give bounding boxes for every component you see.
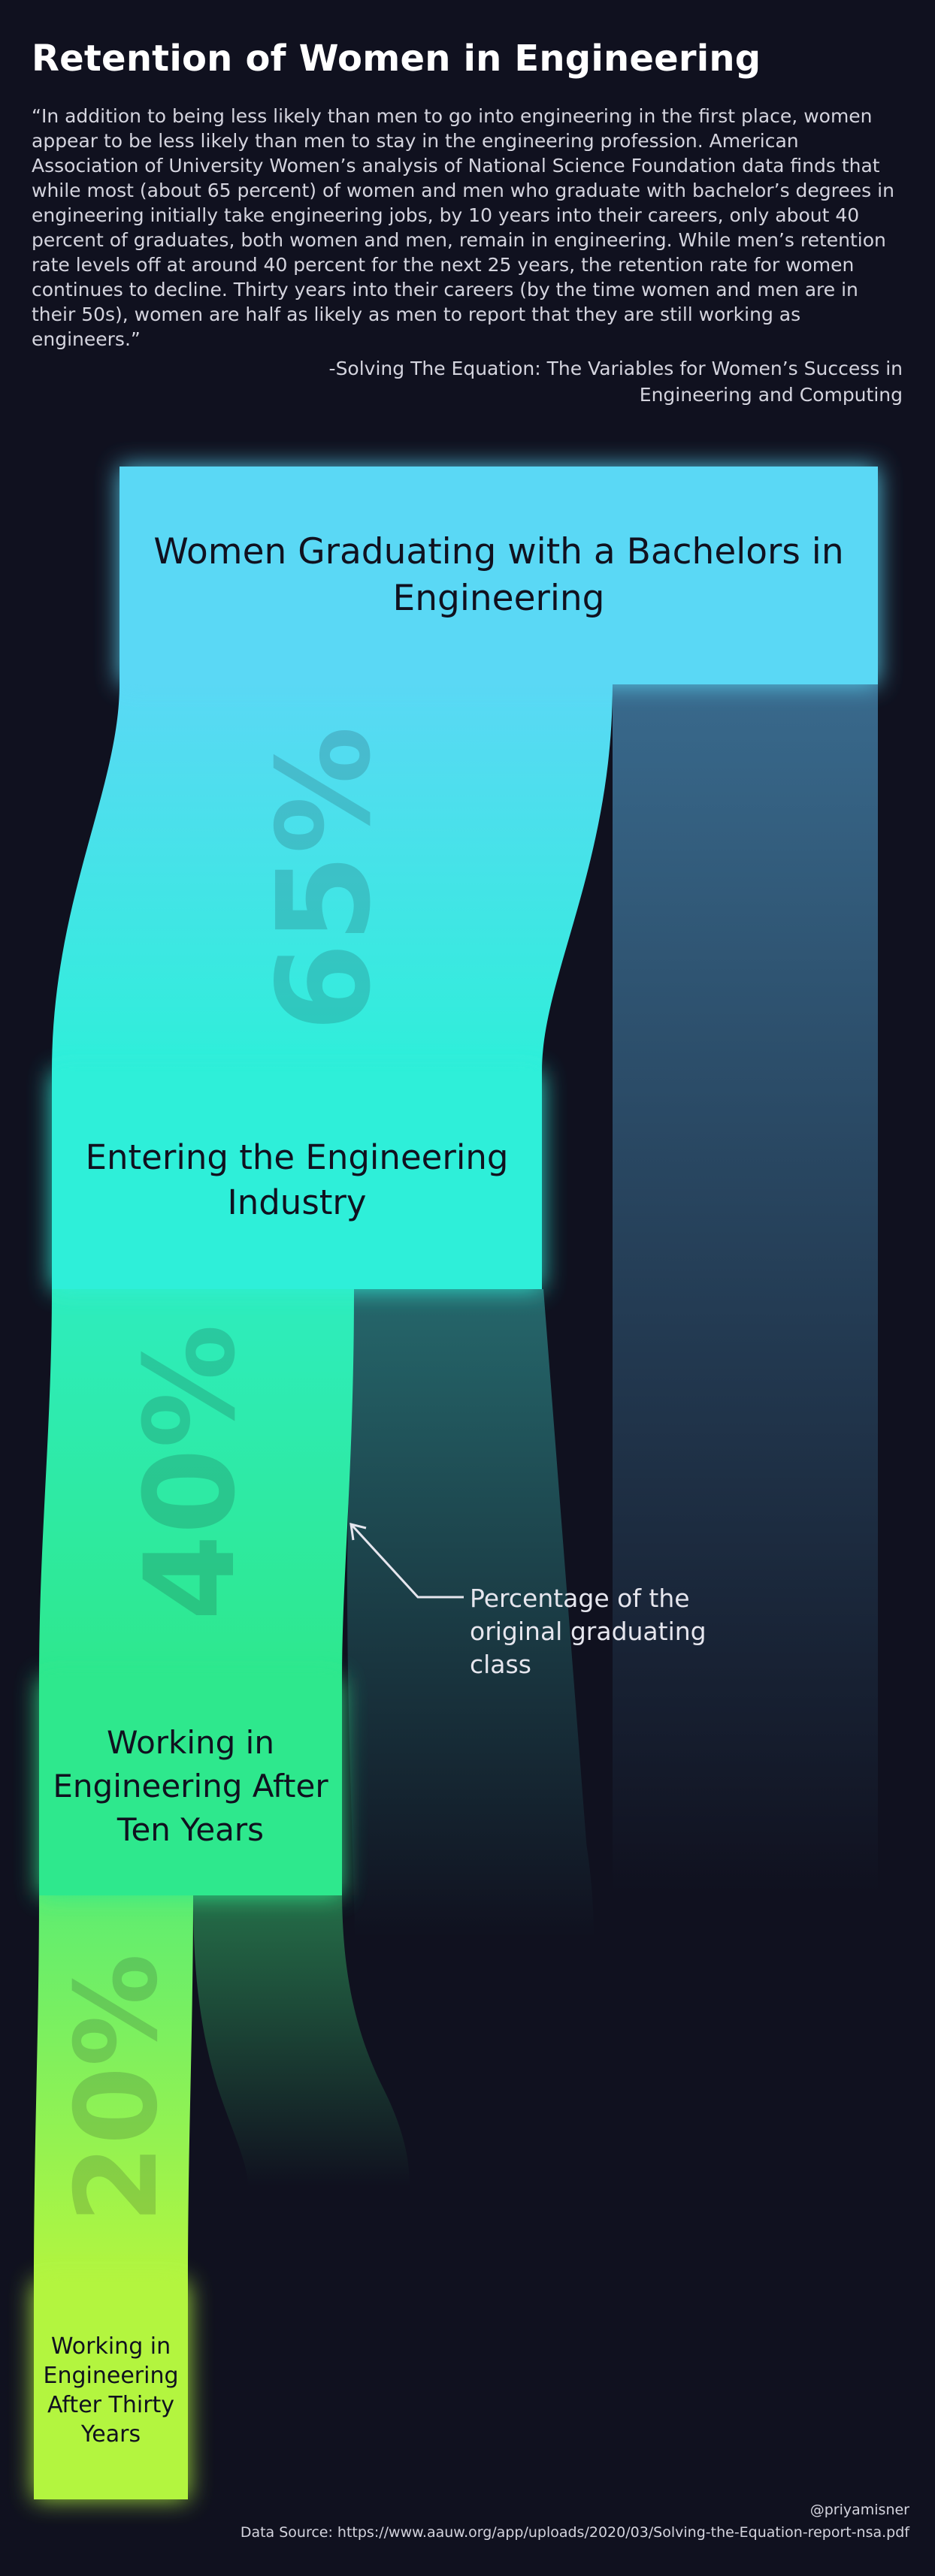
flow-label-65: 65% xyxy=(250,726,399,1032)
stage-block-ten-years xyxy=(39,1678,342,1895)
dropout-flow-after-entry xyxy=(347,1289,594,1938)
retained-flow-20 xyxy=(34,1895,193,2282)
data-source-text: Data Source: https://www.aauw.org/app/up… xyxy=(240,2524,909,2541)
annotation-arrow xyxy=(349,1523,464,1599)
stage-label-graduating: Women Graduating with a Bachelors in Eng… xyxy=(153,531,844,619)
stage-label-entering: Entering the Engineering Industry xyxy=(85,1137,509,1222)
annotation-text: Percentage of the original graduating cl… xyxy=(470,1584,707,1679)
stage-block-graduating xyxy=(120,467,878,684)
stage-block-entering xyxy=(52,1071,542,1289)
dropout-flow-after-graduation xyxy=(613,684,878,1893)
quote-text: “In addition to being less likely than m… xyxy=(32,105,894,350)
flow-label-40: 40% xyxy=(118,1324,262,1621)
stage-label-thirty-years: Working in Engineering After Thirty Year… xyxy=(43,2333,179,2448)
retained-flow-65 xyxy=(52,684,613,1071)
stage-label-ten-years: Working in Engineering After Ten Years xyxy=(53,1724,328,1848)
page-title: Retention of Women in Engineering xyxy=(32,38,761,80)
retained-flow-40 xyxy=(39,1289,354,1678)
quote-source: -Solving The Equation: The Variables for… xyxy=(328,358,903,406)
flow-label-20: 20% xyxy=(52,1953,183,2223)
author-credit: @priyamisner xyxy=(809,2502,909,2518)
stage-block-thirty-years xyxy=(34,2282,188,2499)
dropout-flow-after-ten-years xyxy=(193,1895,410,2186)
